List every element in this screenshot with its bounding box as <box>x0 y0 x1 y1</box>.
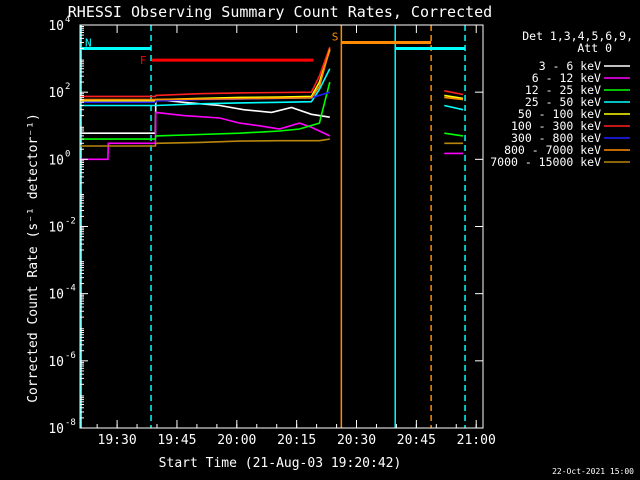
series-line-3 <box>80 68 331 107</box>
y-tick-exponent-0: 4 <box>65 15 70 25</box>
footer-date: 22-Oct-2021 15:00 <box>552 467 634 476</box>
y-tick-label-6: 10 <box>48 422 64 437</box>
legend-label-0: 3 - 6 keV <box>539 59 601 73</box>
x-axis-label: Start Time (21-Aug-03 19:20:42) <box>159 456 402 471</box>
late-segment-4 <box>444 132 464 137</box>
x-tick-label-3: 20:15 <box>277 433 316 448</box>
series-line-0 <box>80 98 330 134</box>
state-bar-label-1: F <box>140 54 147 67</box>
series-line-8 <box>80 138 330 147</box>
plot-area: N F S <box>79 24 484 429</box>
y-tick-exponent-2: 0 <box>65 149 70 159</box>
y-tick-label-1: 10 <box>48 86 64 101</box>
series-line-2 <box>80 81 331 140</box>
y-tick-exponent-6: -8 <box>65 418 76 428</box>
legend-label-6: 300 - 800 keV <box>511 131 601 145</box>
x-tick-label-5: 20:45 <box>397 433 436 448</box>
legend-label-1: 6 - 12 keV <box>532 71 601 85</box>
series-line-7 <box>80 48 331 101</box>
plot-frame <box>79 24 484 429</box>
y-tick-label-0: 10 <box>48 19 64 34</box>
y-tick-label-5: 10 <box>48 355 64 370</box>
x-tick-label-6: 21:00 <box>457 433 496 448</box>
y-tick-label-3: 10 <box>48 221 64 236</box>
series-line-5 <box>80 46 331 98</box>
late-segment-1 <box>444 94 464 100</box>
legend-label-5: 100 - 300 keV <box>511 119 601 133</box>
legend-header-line-1: Det 1,3,4,5,6,9, <box>522 29 633 43</box>
state-bar-label-0: N <box>85 36 92 49</box>
legend-label-7: 800 - 7000 keV <box>504 143 601 157</box>
late-segment-0 <box>444 90 464 96</box>
x-tick-label-1: 19:45 <box>157 433 196 448</box>
y-tick-label-4: 10 <box>48 288 64 303</box>
x-tick-label-0: 19:30 <box>98 433 137 448</box>
late-segment-3 <box>444 104 464 111</box>
x-axis: 19:30 19:45 20:00 20:15 20:30 20:45 21:00 <box>96 25 496 448</box>
y-tick-label-2: 10 <box>48 153 64 168</box>
state-bar-label-2: S <box>332 31 339 44</box>
legend-header-line-2: Att 0 <box>577 41 612 55</box>
legend-label-4: 50 - 100 keV <box>518 107 601 121</box>
legend-label-3: 25 - 50 keV <box>525 95 601 109</box>
legend-label-2: 12 - 25 keV <box>525 83 601 97</box>
y-tick-exponent-1: 2 <box>65 82 70 92</box>
y-tick-exponent-4: -4 <box>65 284 76 294</box>
x-tick-label-4: 20:30 <box>337 433 376 448</box>
y-tick-exponent-3: -2 <box>65 217 76 227</box>
chart-title: RHESSI Observing Summary Count Rates, Co… <box>68 3 492 21</box>
y-axis-label: Corrected Count Rate (s⁻¹ detector⁻¹) <box>26 113 41 403</box>
series-line-1 <box>80 111 331 161</box>
x-tick-label-2: 20:00 <box>217 433 256 448</box>
legend-label-8: 7000 - 15000 keV <box>490 155 601 169</box>
late-segment-2 <box>444 96 464 101</box>
y-tick-exponent-5: -6 <box>65 351 76 361</box>
